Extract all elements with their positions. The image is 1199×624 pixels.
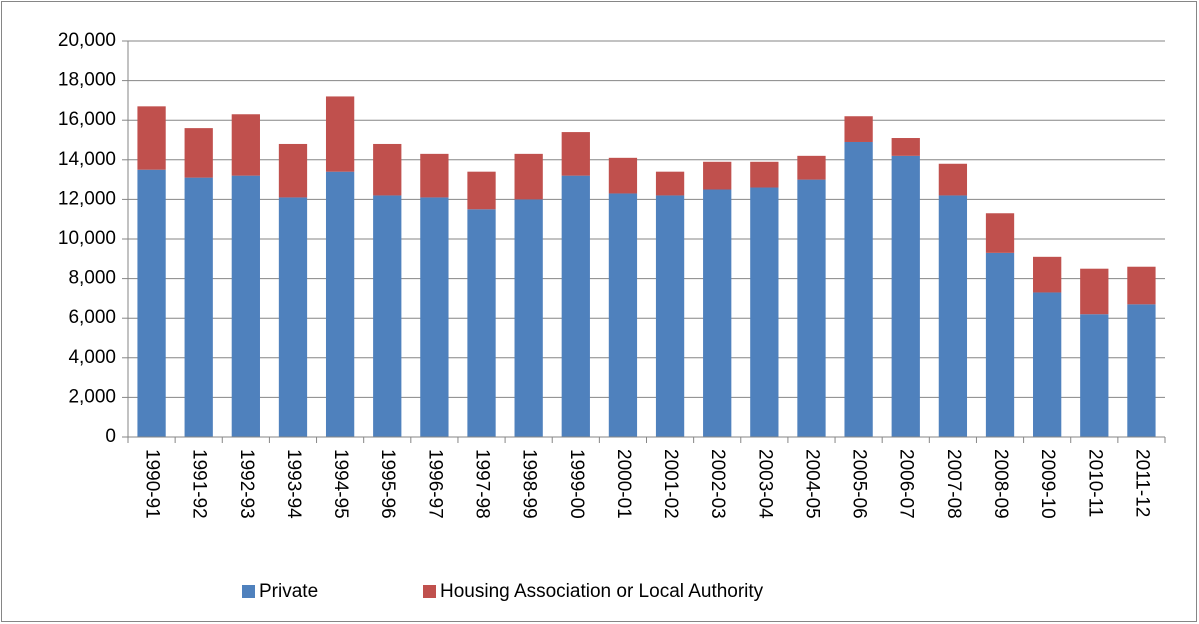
bar-segment <box>985 213 1015 253</box>
bar-segment <box>231 175 260 437</box>
bar-segment <box>467 171 496 210</box>
bar-segment <box>891 155 920 437</box>
legend-label: Private <box>259 581 318 602</box>
x-tick-label: 2001-02 <box>660 449 681 519</box>
bar-segment <box>420 153 449 198</box>
bar-segment <box>750 161 779 188</box>
bar-segment <box>514 153 543 200</box>
bar-segment <box>797 155 826 180</box>
bar-segment <box>1033 292 1062 437</box>
x-tick-label: 1999-00 <box>566 449 587 519</box>
x-tick-label: 2007-08 <box>943 449 964 519</box>
x-tick-label: 1993-94 <box>283 449 304 519</box>
y-tick-label: 0 <box>105 426 116 447</box>
x-tick-label: 2010-11 <box>1084 449 1105 517</box>
bar-segment <box>137 106 166 170</box>
x-tick-label: 2011-12 <box>1131 449 1152 517</box>
y-tick-label: 20,000 <box>58 30 116 51</box>
bar-segment <box>891 138 920 156</box>
x-tick-label: 1998-99 <box>519 449 540 519</box>
bar-segment <box>1080 314 1109 437</box>
x-tick-label: 2003-04 <box>754 449 775 519</box>
x-tick-label: 1992-93 <box>236 449 257 519</box>
bar-segment <box>373 143 402 196</box>
x-tick-label: 2002-03 <box>707 449 728 519</box>
y-tick-label: 18,000 <box>58 70 116 91</box>
x-tick-label: 1990-91 <box>142 449 163 519</box>
legend-label: Housing Association or Local Authority <box>440 581 764 602</box>
bar-segment <box>655 195 685 437</box>
bar-segment <box>608 157 638 194</box>
x-tick-label: 2000-01 <box>613 449 634 519</box>
x-tick-label: 2008-09 <box>990 449 1011 519</box>
bar-segment <box>373 195 402 437</box>
x-tick-label: 2004-05 <box>801 449 822 519</box>
legend-swatch <box>242 585 255 598</box>
x-tick-label: 1991-92 <box>189 449 210 519</box>
bar-segment <box>703 189 732 437</box>
bar-segment <box>985 252 1015 437</box>
x-tick-label: 1996-97 <box>424 449 445 519</box>
bar-segment <box>278 197 308 437</box>
bar-segment <box>514 199 543 437</box>
y-tick-label: 8,000 <box>68 268 116 289</box>
x-tick-label: 1994-95 <box>330 449 351 519</box>
bar-segment <box>1127 266 1156 305</box>
bar-segment <box>1033 256 1062 293</box>
y-tick-label: 16,000 <box>58 109 116 130</box>
bar-segment <box>655 171 685 196</box>
x-tick-label: 2005-06 <box>849 449 870 519</box>
bar-segment <box>420 197 449 437</box>
bar-segment <box>231 114 260 176</box>
y-tick-label: 12,000 <box>58 188 116 209</box>
bar-segment <box>938 195 968 437</box>
bar-segment <box>467 209 496 437</box>
bar-segment <box>1127 304 1156 437</box>
x-tick-label: 1995-96 <box>377 449 398 519</box>
y-tick-label: 14,000 <box>58 149 116 170</box>
bar-segment <box>561 132 590 176</box>
bar-segment <box>137 169 166 437</box>
bar-segment <box>325 96 355 172</box>
x-tick-label: 1997-98 <box>472 449 493 519</box>
y-tick-label: 2,000 <box>68 386 116 407</box>
bar-segment <box>325 171 355 437</box>
bar-segment <box>703 161 732 190</box>
bar-segment <box>1080 268 1109 315</box>
bar-segment <box>797 179 826 437</box>
bar-segment <box>844 116 873 142</box>
x-tick-label: 2006-07 <box>896 449 917 519</box>
y-tick-label: 4,000 <box>68 347 116 368</box>
bar-segment <box>184 128 213 178</box>
bar-segment <box>278 143 308 198</box>
bar-segment <box>844 141 873 438</box>
legend-swatch <box>423 585 436 598</box>
y-tick-label: 10,000 <box>58 228 116 249</box>
bar-segment <box>750 187 779 437</box>
x-tick-label: 2009-10 <box>1037 449 1058 519</box>
bar-segment <box>184 177 213 437</box>
bar-segment <box>561 175 590 437</box>
y-tick-label: 6,000 <box>68 307 116 328</box>
bar-segment <box>608 193 638 437</box>
bar-segment <box>938 163 968 196</box>
